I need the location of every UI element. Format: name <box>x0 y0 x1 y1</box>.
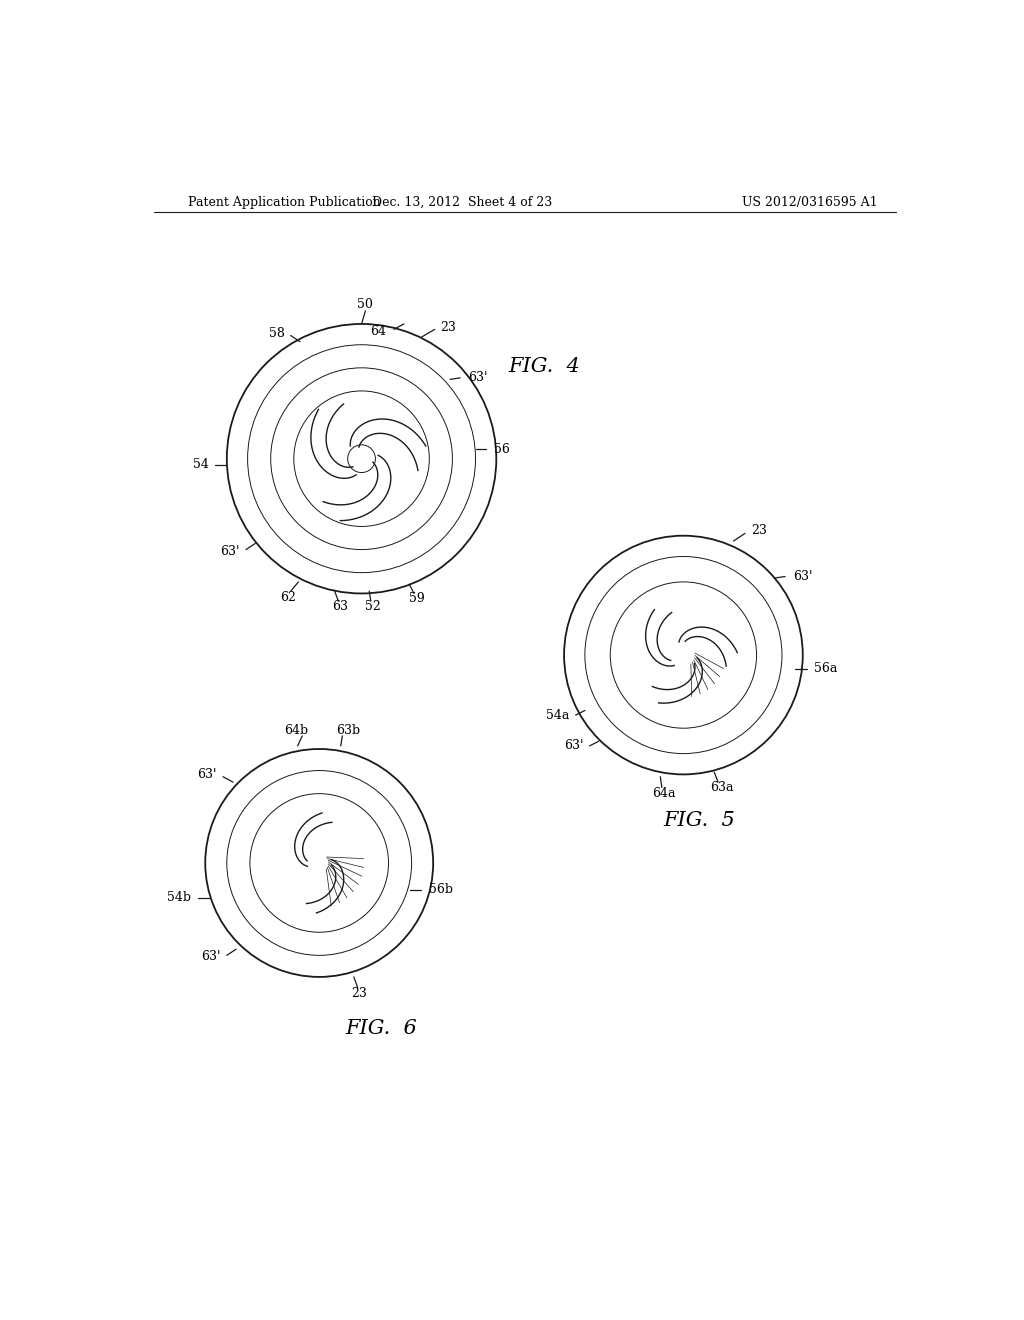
Text: 63b: 63b <box>337 723 360 737</box>
Text: 58: 58 <box>268 327 285 341</box>
Text: 50: 50 <box>357 298 374 312</box>
Text: 59: 59 <box>410 593 425 606</box>
Text: FIG.  6: FIG. 6 <box>345 1019 417 1038</box>
Text: 63': 63' <box>564 739 584 752</box>
Text: 63: 63 <box>332 601 348 612</box>
Text: 63': 63' <box>198 768 217 781</box>
Text: 62: 62 <box>281 591 296 603</box>
Text: 63a: 63a <box>711 781 733 795</box>
Text: US 2012/0316595 A1: US 2012/0316595 A1 <box>741 195 878 209</box>
Text: 23: 23 <box>351 987 368 1001</box>
Text: 54a: 54a <box>546 709 569 722</box>
Text: FIG.  5: FIG. 5 <box>663 810 734 830</box>
Text: 64a: 64a <box>652 787 676 800</box>
Text: Dec. 13, 2012  Sheet 4 of 23: Dec. 13, 2012 Sheet 4 of 23 <box>372 195 552 209</box>
Text: Patent Application Publication: Patent Application Publication <box>188 195 381 209</box>
Text: 63': 63' <box>793 570 812 583</box>
Text: 54: 54 <box>194 458 209 471</box>
Text: 63': 63' <box>220 545 240 557</box>
Text: 63': 63' <box>468 371 487 384</box>
Text: 23: 23 <box>752 524 767 537</box>
Text: 54b: 54b <box>167 891 191 904</box>
Text: 52: 52 <box>366 601 381 612</box>
Text: 63': 63' <box>201 950 220 964</box>
Text: 64b: 64b <box>284 723 308 737</box>
Text: 56a: 56a <box>814 663 838 676</box>
Text: 56: 56 <box>494 444 510 455</box>
Text: 64: 64 <box>371 325 386 338</box>
Text: FIG.  4: FIG. 4 <box>508 356 580 376</box>
Text: 56b: 56b <box>429 883 453 896</box>
Text: 23: 23 <box>440 321 456 334</box>
